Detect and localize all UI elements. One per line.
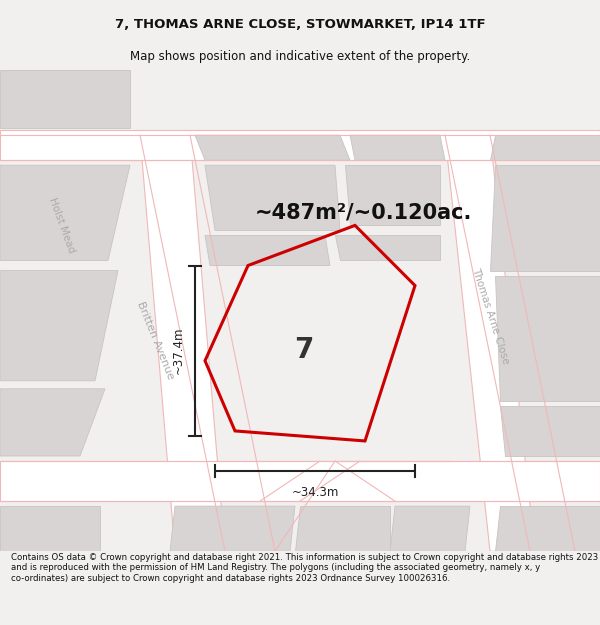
Polygon shape — [0, 506, 100, 551]
Polygon shape — [390, 506, 470, 551]
Text: ~34.3m: ~34.3m — [292, 486, 338, 499]
Text: ~487m²/~0.120ac.: ~487m²/~0.120ac. — [255, 202, 472, 222]
Polygon shape — [205, 236, 330, 266]
Polygon shape — [0, 130, 600, 160]
Polygon shape — [495, 276, 600, 401]
Polygon shape — [205, 165, 340, 231]
Polygon shape — [0, 271, 118, 381]
Polygon shape — [295, 506, 390, 551]
Text: Holst Mead: Holst Mead — [47, 196, 77, 254]
Polygon shape — [140, 135, 225, 551]
Text: 7: 7 — [294, 336, 314, 364]
Polygon shape — [495, 506, 600, 551]
Text: Britten Avenue: Britten Avenue — [135, 300, 175, 381]
Polygon shape — [335, 236, 440, 261]
Text: Contains OS data © Crown copyright and database right 2021. This information is : Contains OS data © Crown copyright and d… — [11, 552, 598, 582]
Polygon shape — [345, 165, 440, 226]
Text: Thomas Arne Close: Thomas Arne Close — [470, 266, 511, 365]
Polygon shape — [170, 506, 295, 551]
Polygon shape — [490, 135, 600, 160]
Polygon shape — [445, 135, 535, 551]
Text: Map shows position and indicative extent of the property.: Map shows position and indicative extent… — [130, 51, 470, 63]
Polygon shape — [350, 135, 445, 160]
Polygon shape — [0, 165, 130, 261]
Polygon shape — [500, 406, 600, 456]
Polygon shape — [0, 461, 600, 501]
Polygon shape — [0, 389, 105, 456]
Polygon shape — [490, 165, 600, 271]
Text: 7, THOMAS ARNE CLOSE, STOWMARKET, IP14 1TF: 7, THOMAS ARNE CLOSE, STOWMARKET, IP14 1… — [115, 18, 485, 31]
Polygon shape — [195, 135, 350, 160]
Polygon shape — [0, 70, 130, 128]
Text: ~37.4m: ~37.4m — [172, 327, 185, 374]
